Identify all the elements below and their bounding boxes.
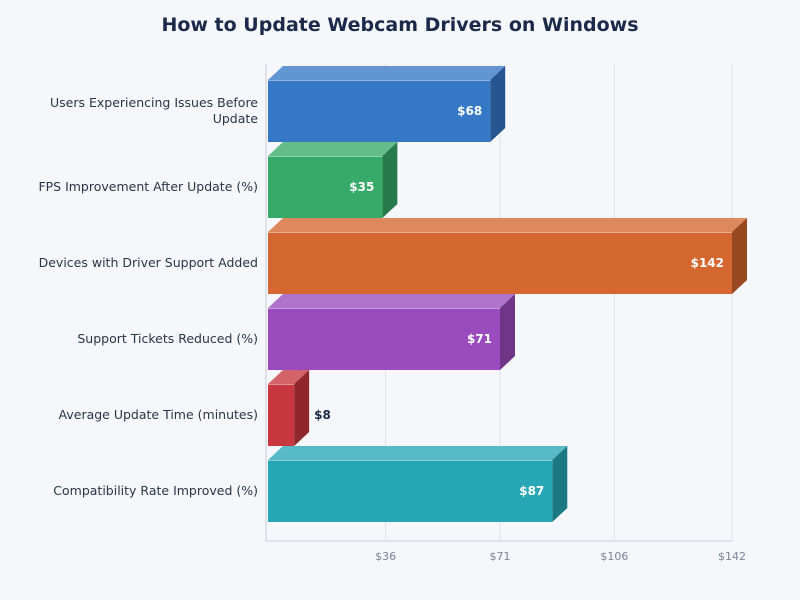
category-label: Users Experiencing Issues Before Update xyxy=(50,95,258,126)
bar-value-label: $87 xyxy=(519,484,544,498)
bar xyxy=(268,156,383,218)
category-label: FPS Improvement After Update (%) xyxy=(38,179,258,194)
bar-side-face xyxy=(500,294,515,370)
bar-top-face xyxy=(268,66,506,80)
x-tick-label: $36 xyxy=(375,550,396,563)
bar-side-face xyxy=(732,218,747,294)
bar-group xyxy=(268,218,747,294)
bar-top-face xyxy=(268,218,747,232)
category-label-line: Devices with Driver Support Added xyxy=(39,255,258,270)
category-label-line: Support Tickets Reduced (%) xyxy=(77,331,258,346)
bar xyxy=(268,308,500,370)
bar-group xyxy=(268,66,506,142)
bar-side-face xyxy=(552,446,568,522)
bar-value-label: $142 xyxy=(691,256,724,270)
chart-title: How to Update Webcam Drivers on Windows xyxy=(161,14,639,36)
bar xyxy=(268,384,295,446)
bar-top-face xyxy=(268,446,568,460)
bar-value-label: $35 xyxy=(349,180,374,194)
bar-side-face xyxy=(382,142,398,218)
category-label: Devices with Driver Support Added xyxy=(39,255,258,270)
category-label-line: Compatibility Rate Improved (%) xyxy=(53,483,258,498)
category-label-line: Update xyxy=(213,111,259,126)
bar xyxy=(268,80,491,142)
bar-group xyxy=(268,294,515,370)
category-label-line: Average Update Time (minutes) xyxy=(59,407,258,422)
bar xyxy=(268,460,553,522)
bar-value-label: $68 xyxy=(457,104,482,118)
category-label: Compatibility Rate Improved (%) xyxy=(53,483,258,498)
category-label-line: Users Experiencing Issues Before xyxy=(50,95,258,110)
bar-top-face xyxy=(268,294,515,308)
category-label-line: FPS Improvement After Update (%) xyxy=(38,179,258,194)
x-tick-label: $71 xyxy=(490,550,511,563)
bar-side-face xyxy=(294,370,310,446)
bar xyxy=(268,232,732,294)
bar-group xyxy=(268,446,568,522)
x-tick-label: $106 xyxy=(600,550,628,563)
bar-group xyxy=(268,142,398,218)
bar-value-label: $8 xyxy=(314,408,331,422)
x-tick-label: $142 xyxy=(718,550,746,563)
bar-group xyxy=(268,370,310,446)
category-label: Average Update Time (minutes) xyxy=(59,407,258,422)
bar-value-label: $71 xyxy=(467,332,492,346)
bar-top-face xyxy=(268,142,398,156)
bar-top-face xyxy=(268,370,310,384)
category-label: Support Tickets Reduced (%) xyxy=(77,331,258,346)
bar-side-face xyxy=(490,66,506,142)
